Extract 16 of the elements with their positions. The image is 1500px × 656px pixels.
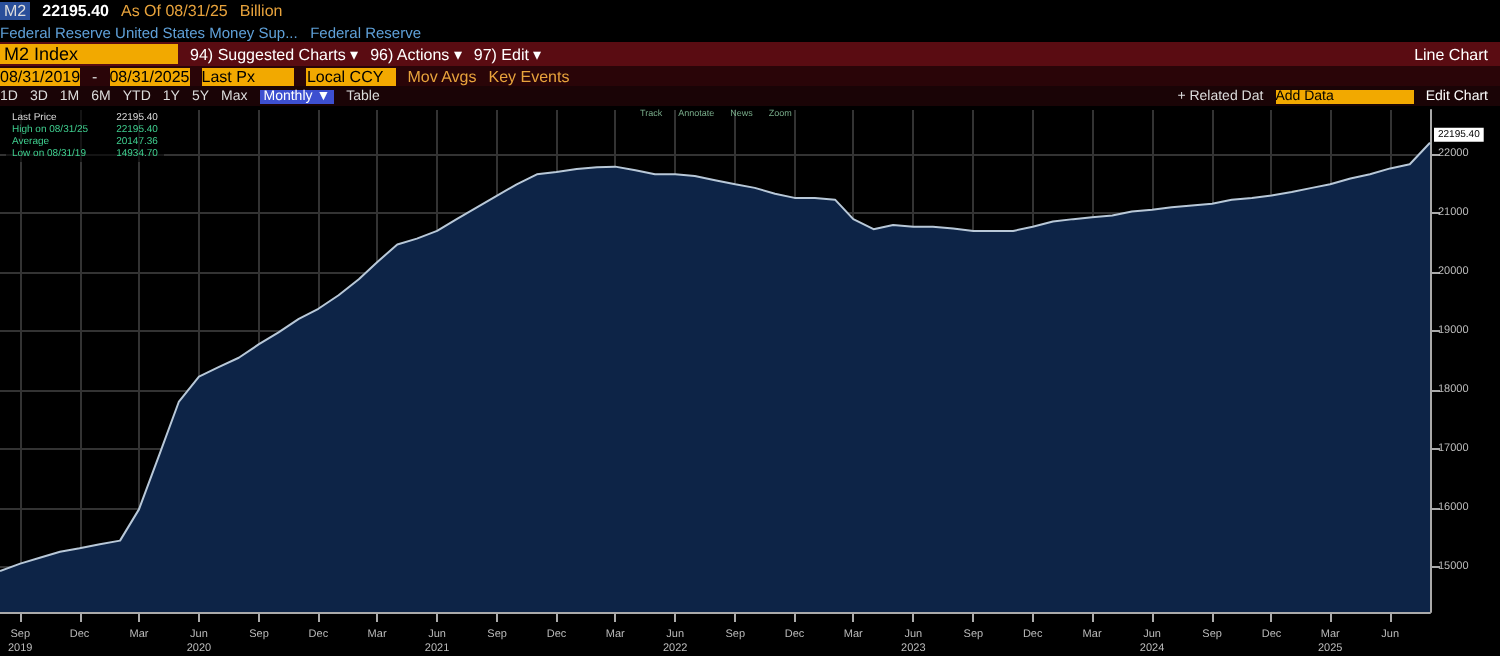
chart-title: M2 Index [0,44,179,64]
text: As Of 08/31/25 [121,2,228,20]
text: Line Chart [1414,45,1488,63]
text: Key Events [488,67,570,85]
text: 08/31/2025 [109,67,190,85]
text: Billion [239,2,283,20]
text: Last Px [201,67,295,85]
text: - [92,67,98,85]
text: Mov Avgs [407,67,477,85]
text: 94) Suggested Charts ▾ [190,45,359,63]
text: 08/31/2019 [0,67,81,85]
text: 97) Edit ▾ [473,45,542,63]
text: M2 [0,2,31,20]
text: Local CCY [306,67,396,85]
text: 22195.40 [42,2,109,20]
text: 96) Actions ▾ [370,45,462,63]
